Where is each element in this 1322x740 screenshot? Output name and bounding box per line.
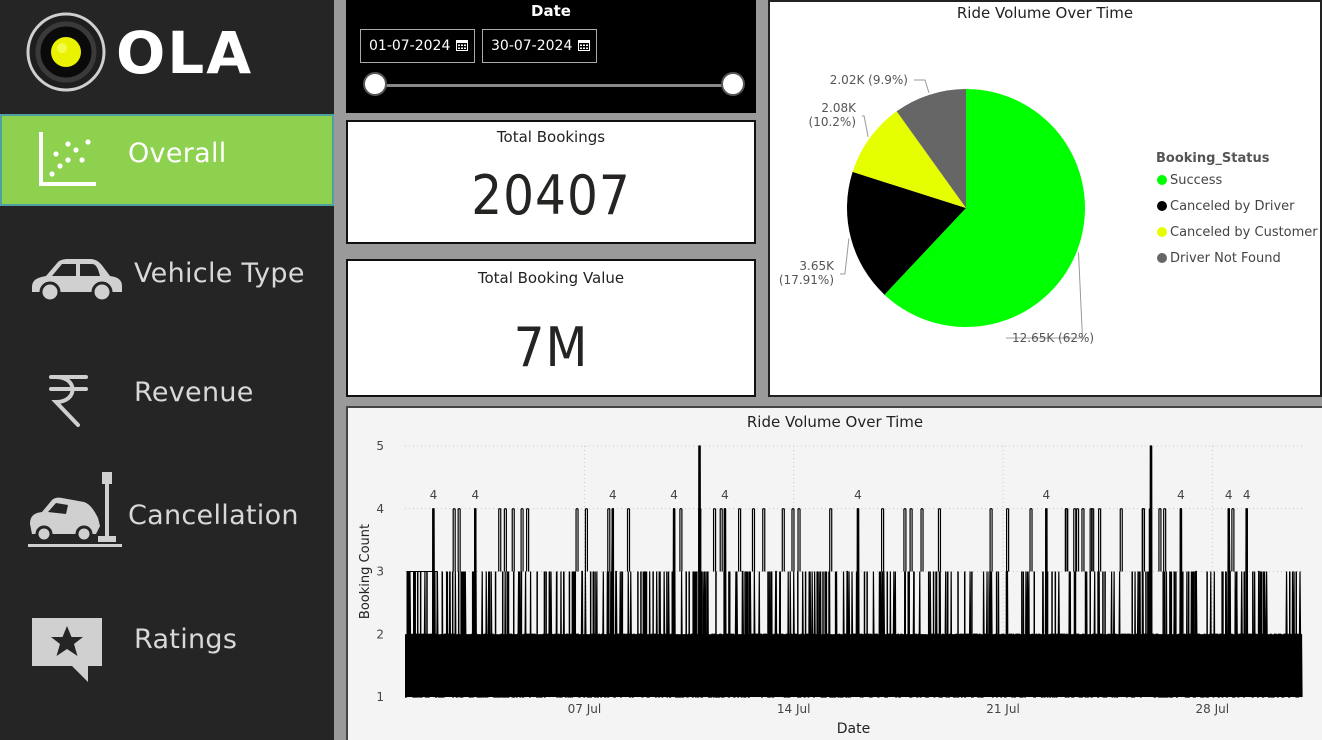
line-chart-title: Ride Volume Over Time — [746, 413, 924, 431]
nav-label-revenue: Revenue — [134, 377, 254, 408]
nav-item-ratings[interactable]: Ratings — [0, 598, 334, 690]
line-chart: 1 2 3 4 5 07 Jul 14 Jul 21 Jul 28 Jul Date Booking… — [358, 439, 1303, 737]
date-range-track[interactable] — [376, 84, 732, 87]
total-booking-value-value: 7M — [513, 316, 589, 379]
car-crash-icon — [28, 472, 122, 547]
date-slicer-title: Date — [531, 2, 571, 20]
date-range-start-handle[interactable] — [363, 72, 387, 96]
ola-logo-icon — [26, 12, 106, 92]
y-tick-label: 1 — [376, 690, 384, 704]
x-tick-label: 07 Jul — [568, 702, 602, 716]
peak-data-label: 4 — [1225, 488, 1233, 502]
nav-label-vehicle-type: Vehicle Type — [134, 258, 305, 289]
total-booking-value-title: Total Booking Value — [477, 269, 625, 287]
peak-data-label: 4 — [1177, 488, 1185, 502]
x-tick-label: 28 Jul — [1196, 702, 1230, 716]
pie-chart: 12.65K (62%) 3.65K(17.91%) 2.08K(10.2%) 2.0… — [779, 73, 1318, 345]
pie-slice-canceled-by-customer[interactable] — [852, 111, 966, 208]
legend-item[interactable]: Canceled by Driver — [1170, 199, 1295, 214]
car-icon — [32, 259, 122, 303]
pie-leader-line — [840, 238, 850, 275]
start-date-value: 01-07-2024 — [369, 38, 451, 54]
pie-legend-title: Booking_Status — [1156, 151, 1270, 166]
legend-item[interactable]: Driver Not Found — [1170, 251, 1281, 266]
y-tick-label: 4 — [376, 502, 384, 516]
peak-data-label: 4 — [609, 488, 617, 502]
pie-leader-line — [1006, 252, 1084, 339]
nav-item-overall[interactable]: Overall — [0, 114, 334, 206]
pie-slice-success[interactable] — [884, 89, 1085, 327]
pie-slice-canceled-by-driver[interactable] — [847, 171, 966, 295]
x-tick-label: 14 Jul — [777, 702, 811, 716]
x-tick-label: 21 Jul — [986, 702, 1020, 716]
rupee-icon — [49, 375, 88, 427]
pie-data-label: 3.65K — [799, 259, 835, 273]
end-date-value: 30-07-2024 — [491, 38, 573, 54]
total-bookings-title: Total Bookings — [496, 128, 606, 146]
start-date-input[interactable]: 01-07-2024 — [360, 29, 475, 63]
pie-leader-line — [914, 79, 930, 93]
calendar-icon[interactable] — [578, 40, 590, 51]
peak-data-label: 4 — [471, 488, 479, 502]
y-axis-label: Booking Count — [358, 524, 373, 619]
nav-item-revenue[interactable]: Revenue — [0, 350, 334, 442]
brand-logo: OLA — [24, 10, 344, 100]
star-speech-bubble-icon — [32, 618, 102, 682]
peak-data-label: 4 — [670, 488, 678, 502]
peak-data-label: 4 — [430, 488, 438, 502]
pie-data-label: 12.65K (62%) — [1012, 331, 1094, 345]
calendar-icon[interactable] — [456, 40, 468, 51]
legend-item[interactable]: Canceled by Customer — [1170, 225, 1318, 240]
pie-slice-driver-not-found[interactable] — [896, 89, 966, 208]
legend-marker — [1157, 253, 1167, 263]
pie-data-label: 2.08K — [821, 101, 857, 115]
peak-data-label: 4 — [721, 488, 729, 502]
total-booking-value-card: Total Booking Value 7M — [346, 259, 756, 397]
pie-chart-title: Ride Volume Over Time — [956, 4, 1134, 22]
pie-data-label: (10.2%) — [809, 115, 856, 129]
pie-chart-card: Ride Volume Over Time 12.65K (62%) 3.65K(… — [768, 0, 1322, 397]
legend-marker — [1157, 227, 1167, 237]
nav-item-vehicle-type[interactable]: Vehicle Type — [0, 230, 334, 322]
line-chart-card: Ride Volume Over Time 1 2 3 4 5 07 Jul 14 Jul 2… — [346, 406, 1322, 740]
sidebar: OLA Overall Vehicle Type Revenue — [0, 0, 334, 740]
nav-item-cancellation[interactable]: Cancellation — [0, 462, 334, 554]
series-line[interactable] — [405, 445, 1303, 698]
x-axis-label: Date — [837, 721, 870, 737]
series-band — [406, 571, 438, 635]
legend-marker — [1157, 175, 1167, 185]
legend-item[interactable]: Success — [1170, 173, 1223, 188]
date-range-end-handle[interactable] — [721, 72, 745, 96]
pie-data-label: (17.91%) — [779, 273, 834, 287]
pie-data-label: 2.02K (9.9%) — [830, 73, 908, 87]
peak-data-label: 4 — [1043, 488, 1051, 502]
nav-label-ratings: Ratings — [134, 624, 238, 655]
y-tick-label: 2 — [376, 627, 384, 641]
date-slicer: Date 01-07-2024 30-07-2024 — [346, 0, 756, 113]
peak-data-label: 4 — [854, 488, 862, 502]
brand-name: OLA — [116, 19, 254, 87]
nav-label-cancellation: Cancellation — [128, 500, 299, 531]
y-tick-label: 3 — [376, 565, 384, 579]
total-bookings-card: Total Bookings 20407 — [346, 120, 756, 244]
peak-data-label: 4 — [1243, 488, 1251, 502]
end-date-input[interactable]: 30-07-2024 — [482, 29, 597, 63]
nav-label-overall: Overall — [128, 138, 227, 169]
legend-marker — [1157, 201, 1167, 211]
y-tick-label: 5 — [376, 439, 384, 453]
scatter-chart-icon — [39, 132, 96, 186]
pie-leader-line — [862, 115, 869, 137]
total-bookings-value: 20407 — [471, 164, 631, 227]
